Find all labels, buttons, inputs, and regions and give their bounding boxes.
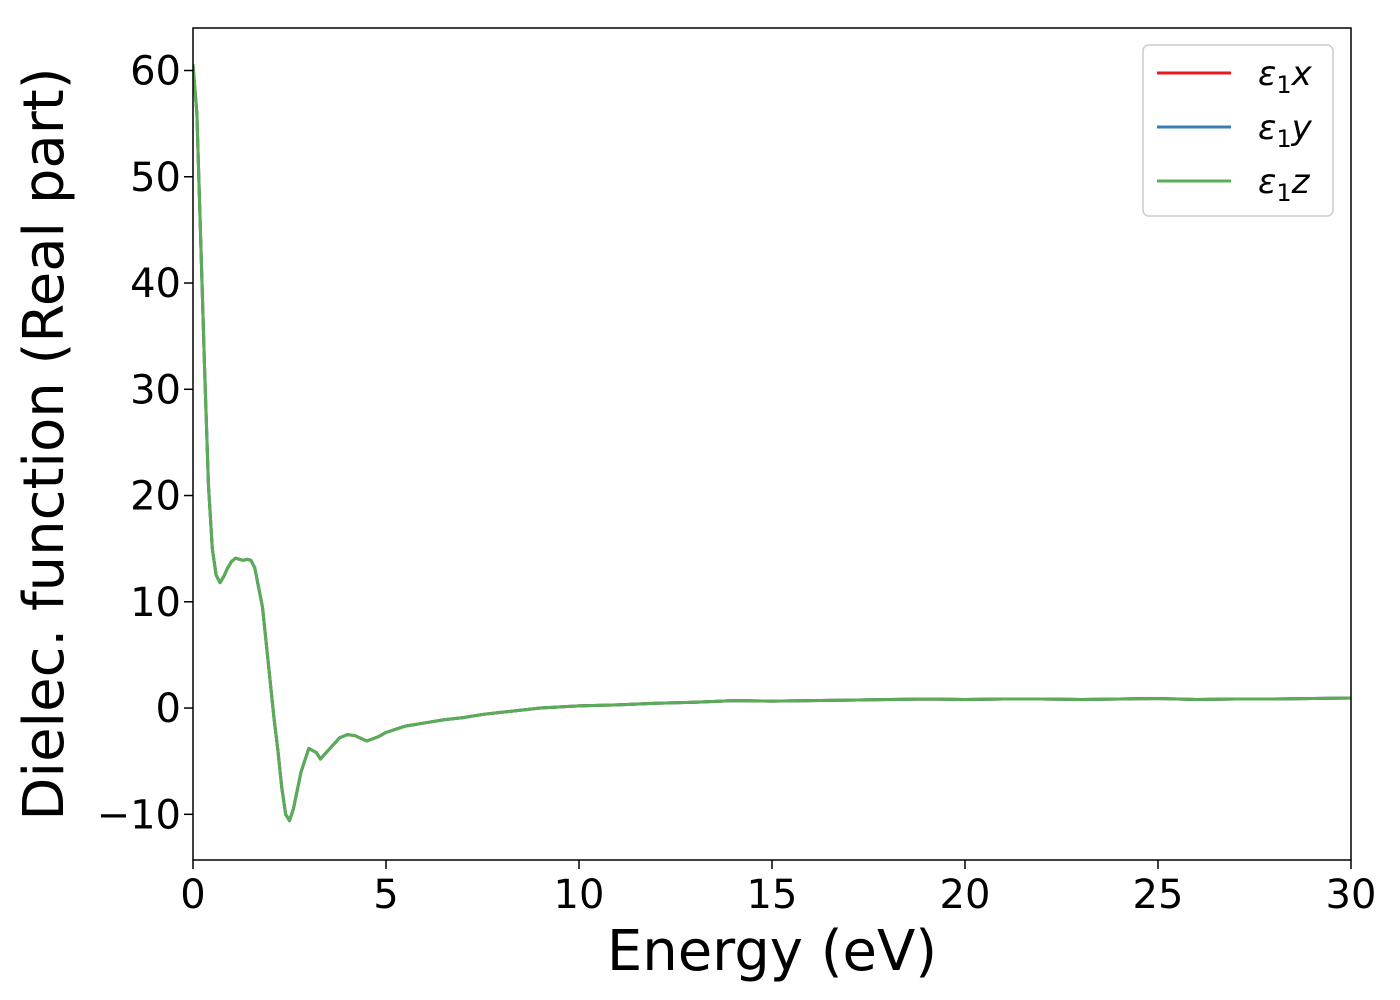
x-axis-ticks: 0 5 10 15 20 25 30	[180, 860, 1376, 918]
y-axis-ticks: −10 0 10 20 30 40 50 60	[97, 49, 193, 838]
legend: ε1x ε1y ε1z	[1142, 44, 1334, 217]
x-tick-label: 10	[554, 872, 605, 918]
legend-box	[1142, 44, 1334, 217]
y-tick-label: 40	[130, 261, 181, 307]
x-tick-label: 20	[940, 872, 991, 918]
x-tick-label: 25	[1133, 872, 1184, 918]
y-tick-label: −10	[97, 792, 181, 838]
y-tick-label: 30	[130, 367, 181, 413]
y-tick-label: 0	[156, 686, 181, 732]
series-layer	[193, 63, 1351, 823]
x-tick-label: 5	[373, 872, 398, 918]
x-tick-label: 0	[180, 872, 205, 918]
series-line-z	[193, 63, 1351, 823]
y-tick-label: 20	[130, 474, 181, 520]
y-axis-label: Dielec. function (Real part)	[12, 67, 77, 820]
x-tick-label: 30	[1326, 872, 1377, 918]
legend-label-x: ε1x	[1258, 54, 1313, 99]
y-tick-label: 50	[130, 155, 181, 201]
y-tick-label: 10	[130, 580, 181, 626]
x-tick-label: 15	[747, 872, 798, 918]
legend-label-z: ε1z	[1258, 162, 1311, 207]
legend-label-y: ε1y	[1258, 108, 1313, 153]
y-tick-label: 60	[130, 49, 181, 95]
x-axis-label: Energy (eV)	[607, 919, 937, 984]
